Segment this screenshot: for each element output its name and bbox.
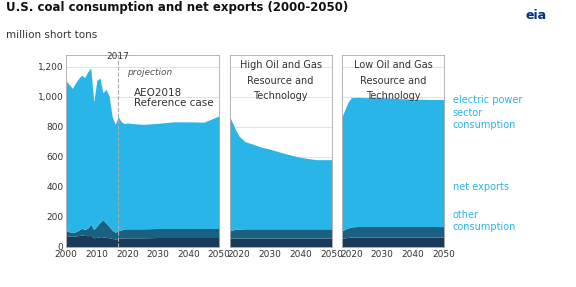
Text: AEO2018: AEO2018 — [134, 88, 182, 98]
Text: other
consumption: other consumption — [453, 210, 516, 232]
Text: Reference case: Reference case — [134, 98, 213, 108]
Text: electric power
sector
consumption: electric power sector consumption — [453, 95, 522, 130]
Text: million short tons: million short tons — [6, 30, 97, 40]
Text: projection: projection — [127, 68, 173, 77]
Text: eia: eia — [525, 9, 546, 22]
Text: 2017: 2017 — [107, 52, 130, 61]
Text: Technology: Technology — [253, 91, 308, 101]
Text: Resource and: Resource and — [360, 76, 426, 86]
Text: Technology: Technology — [366, 91, 420, 101]
Text: U.S. coal consumption and net exports (2000-2050): U.S. coal consumption and net exports (2… — [6, 1, 348, 14]
Text: net exports: net exports — [453, 182, 509, 192]
Text: Low Oil and Gas: Low Oil and Gas — [354, 60, 433, 70]
Text: High Oil and Gas: High Oil and Gas — [240, 60, 321, 70]
Text: Resource and: Resource and — [248, 76, 314, 86]
